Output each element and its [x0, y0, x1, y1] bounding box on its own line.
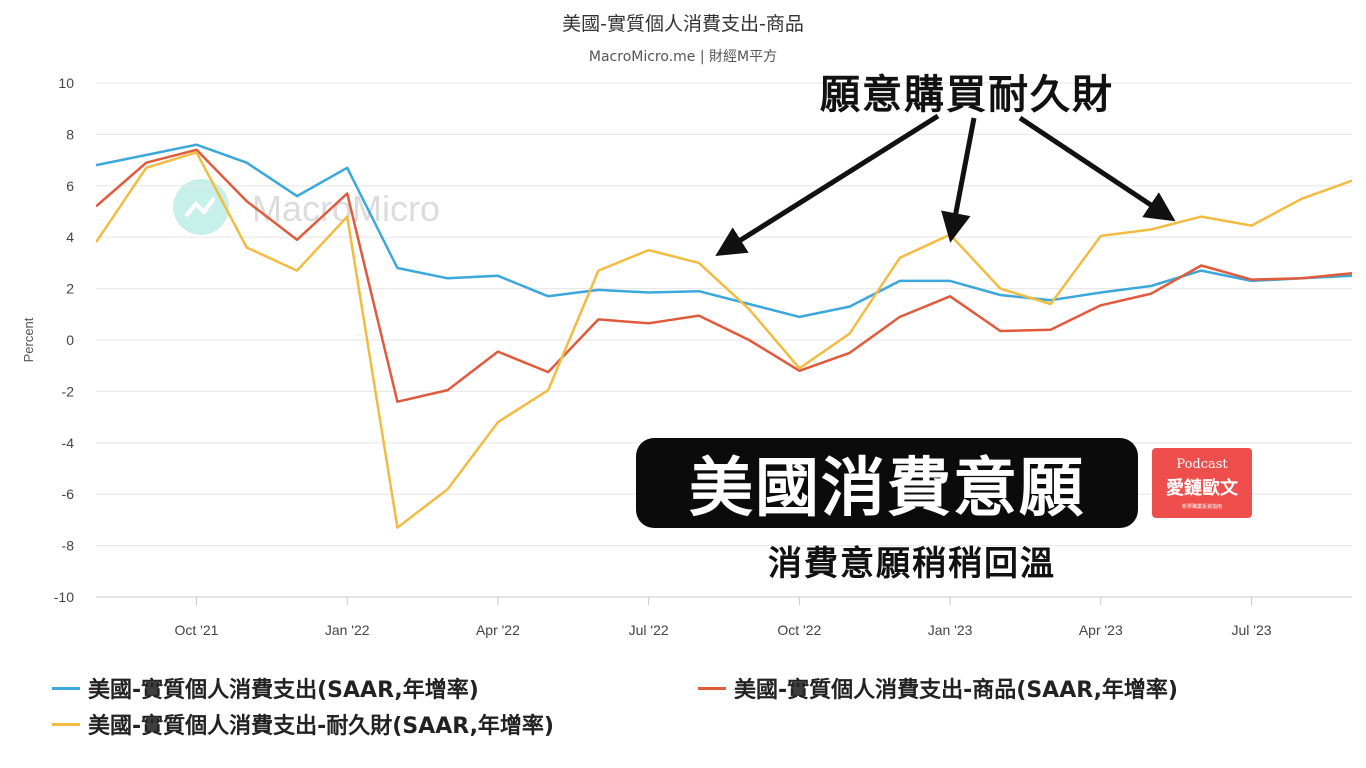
- arrow-middle: [941, 117, 977, 243]
- x-tick-label: Jan '23: [928, 622, 973, 638]
- annotation-subtitle: 消費意願稍稍回溫: [768, 544, 1056, 584]
- chart-subtitle: MacroMicro.me | 財經M平方: [589, 49, 777, 65]
- x-tick-label: Apr '23: [1079, 622, 1123, 638]
- series-line-0[interactable]: [96, 143, 1352, 319]
- x-tick-label: Oct '21: [175, 622, 219, 638]
- legend-item-goods[interactable]: 美國-實質個人消費支出-商品(SAAR,年增率): [698, 672, 1178, 704]
- y-tick-label: -10: [54, 589, 74, 605]
- legend-label-goods: 美國-實質個人消費支出-商品(SAAR,年增率): [734, 678, 1178, 703]
- y-tick-label: 10: [58, 75, 74, 91]
- y-tick-label: 6: [66, 178, 74, 194]
- annotation-arrows: [715, 113, 1176, 256]
- y-tick-label: -6: [62, 486, 75, 502]
- series-line-1[interactable]: [96, 148, 1352, 403]
- legend-label-pce: 美國-實質個人消費支出(SAAR,年增率): [88, 678, 479, 703]
- x-axis: Oct '21 Jan '22 Apr '22 Jul '22 Oct '22 Jan '…: [96, 596, 1352, 638]
- y-tick-label: -2: [62, 383, 75, 399]
- y-axis-label: Percent: [21, 317, 36, 362]
- x-tick-label: Apr '22: [476, 622, 520, 638]
- y-axis-ticks: 10 8 6 4 2 0 -2 -4 -6 -8 -10: [54, 75, 74, 605]
- series-line-2[interactable]: [96, 151, 1352, 529]
- legend-item-pce[interactable]: 美國-實質個人消費支出(SAAR,年增率): [52, 672, 479, 704]
- podcast-logo: Podcast 愛鏈歐文 新學職業投資指南: [1152, 448, 1252, 518]
- logo-line3: 新學職業投資指南: [1181, 504, 1222, 510]
- x-tick-label: Oct '22: [777, 622, 821, 638]
- legend-swatch-pce: [52, 686, 80, 690]
- series-lines: [96, 143, 1352, 529]
- y-tick-label: 0: [66, 332, 74, 348]
- watermark-icon-line: [184, 196, 216, 218]
- x-tick-label: Jan '22: [325, 622, 370, 638]
- logo-line2: 愛鏈歐文: [1166, 478, 1238, 499]
- watermark-logo: MacroMicro: [173, 179, 440, 235]
- y-tick-label: 4: [66, 229, 74, 245]
- y-tick-label: -4: [62, 435, 75, 451]
- x-tick-label: Jul '22: [629, 622, 669, 638]
- annotation-arrow-title: 願意購買耐久財: [820, 72, 1114, 118]
- legend-label-durables: 美國-實質個人消費支出-耐久財(SAAR,年增率): [88, 714, 554, 739]
- legend-swatch-durables: [52, 722, 80, 726]
- y-tick-label: 2: [66, 281, 74, 297]
- x-tick-label: Jul '23: [1232, 622, 1272, 638]
- arrow-left: [715, 113, 940, 256]
- y-tick-label: -8: [62, 538, 75, 554]
- annotation-banner: 美國消費意願: [636, 438, 1138, 528]
- logo-line1: Podcast: [1176, 457, 1228, 472]
- arrow-right: [1018, 115, 1176, 222]
- legend-item-durables[interactable]: 美國-實質個人消費支出-耐久財(SAAR,年增率): [52, 708, 554, 740]
- chart-title: 美國-實質個人消費支出-商品: [562, 13, 804, 35]
- y-tick-label: 8: [66, 126, 74, 142]
- legend-swatch-goods: [698, 686, 726, 690]
